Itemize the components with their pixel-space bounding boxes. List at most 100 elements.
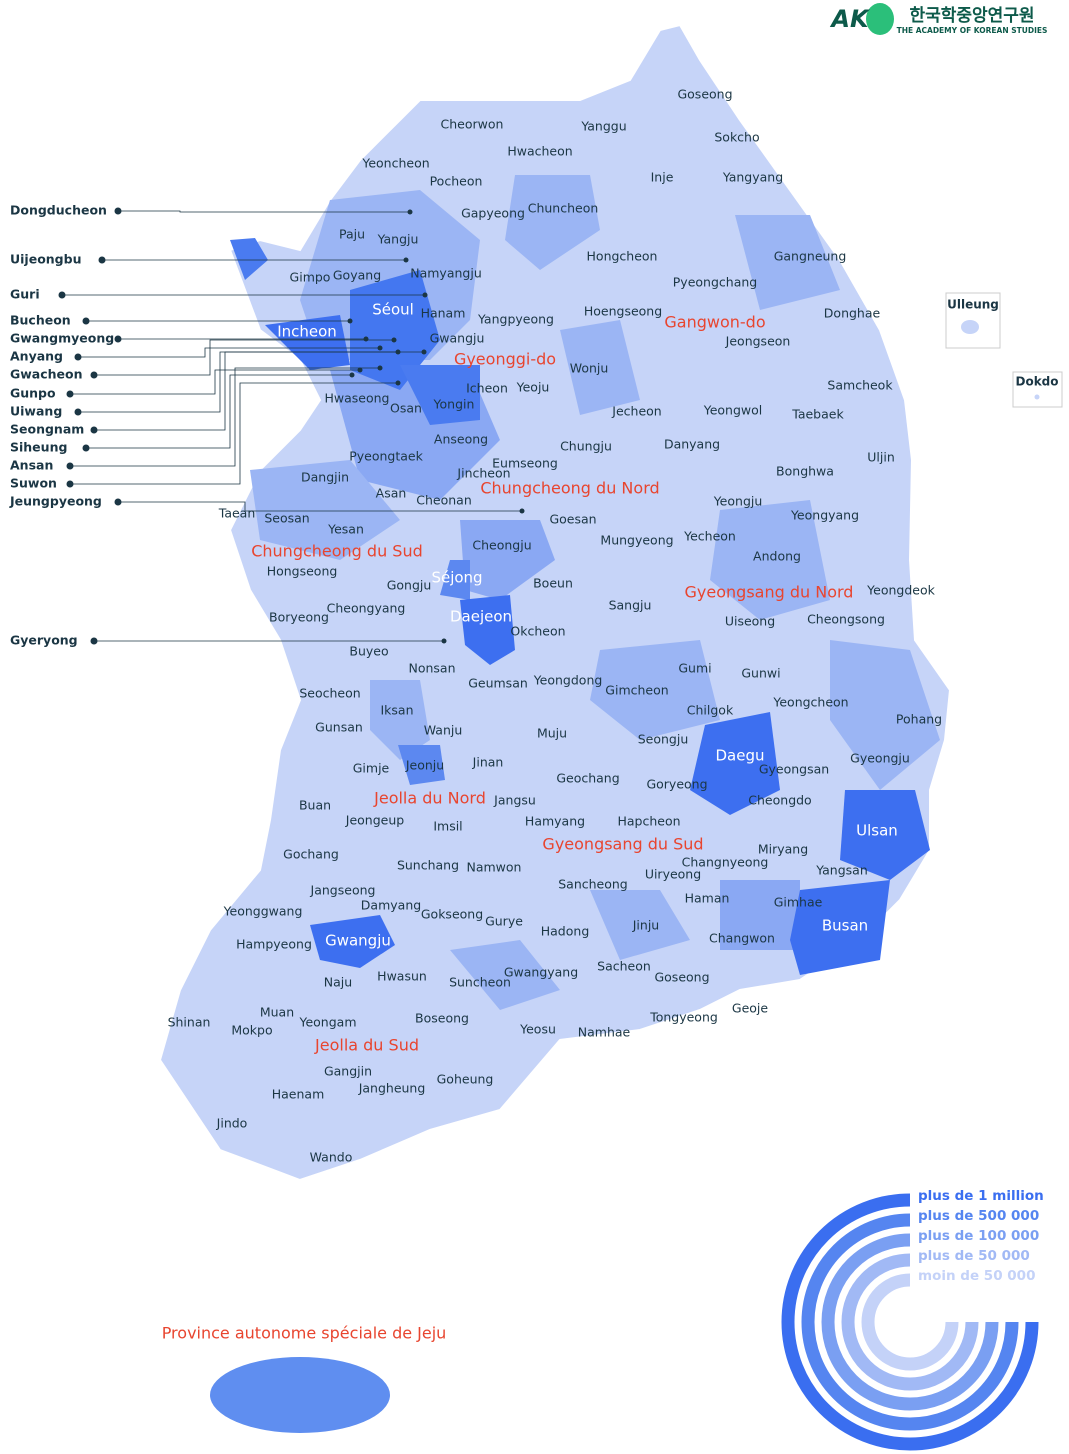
callout-dot bbox=[58, 291, 66, 299]
city-label: Gyeongsan bbox=[759, 762, 829, 777]
city-label: Sancheong bbox=[558, 877, 628, 892]
city-label: Taebaek bbox=[791, 407, 844, 422]
city-label: Imsil bbox=[433, 819, 462, 834]
city-label: Taean bbox=[218, 506, 256, 521]
city-label: Jangseong bbox=[310, 883, 376, 898]
province-label: Province autonome spéciale de Jeju bbox=[162, 1324, 447, 1343]
city-label: Haenam bbox=[272, 1087, 325, 1102]
city-label: Yeongdeok bbox=[866, 583, 935, 598]
legend-arc bbox=[801, 1213, 1019, 1431]
callout-label: Bucheon bbox=[10, 313, 71, 328]
city-label: Yongin bbox=[433, 397, 475, 412]
callout-dot bbox=[114, 498, 122, 506]
land bbox=[158, 23, 952, 1433]
legend-label: plus de 50 000 bbox=[918, 1248, 1030, 1264]
callout-dot bbox=[66, 480, 74, 488]
province-label: Chungcheong du Sud bbox=[251, 542, 423, 561]
legend-label: plus de 100 000 bbox=[918, 1228, 1039, 1244]
province-label: Jeolla du Sud bbox=[314, 1036, 419, 1055]
callout-label: Seongnam bbox=[10, 422, 84, 437]
dokdo-box bbox=[1012, 371, 1063, 408]
city-label: Haman bbox=[685, 891, 730, 906]
callout-label: Uijeongbu bbox=[10, 252, 81, 267]
city-label: Eumseong bbox=[492, 456, 558, 471]
callout-dot bbox=[82, 317, 90, 325]
callout-target bbox=[347, 318, 353, 324]
city-label: Gongju bbox=[387, 578, 432, 593]
city-label: Chilgok bbox=[687, 703, 734, 718]
city-label: Pohang bbox=[896, 712, 942, 727]
city-label: Gyeongju bbox=[850, 751, 910, 766]
callout-target bbox=[422, 292, 428, 298]
city-label: Geumsan bbox=[468, 676, 528, 691]
city-label: Gwangyang bbox=[504, 965, 578, 980]
logo-subtitle: THE ACADEMY OF KOREAN STUDIES bbox=[897, 26, 1048, 35]
city-label: Yeongam bbox=[298, 1015, 356, 1030]
city-label: Yanggu bbox=[580, 119, 626, 134]
city-label: Inje bbox=[651, 170, 674, 185]
callout-target bbox=[349, 372, 355, 378]
callout-target bbox=[519, 508, 525, 514]
callout-dot bbox=[66, 390, 74, 398]
city-label: Uljin bbox=[867, 450, 895, 465]
callout-line bbox=[78, 347, 380, 358]
city-label: Hadong bbox=[541, 924, 590, 939]
major-city-label: Séjong bbox=[431, 569, 482, 587]
city-label: Osan bbox=[390, 401, 422, 416]
city-label: Pyeongchang bbox=[673, 275, 757, 290]
callout-line bbox=[118, 210, 410, 213]
city-label: Chungju bbox=[560, 439, 612, 454]
city-label: Namwon bbox=[467, 860, 522, 875]
city-label: Yangju bbox=[377, 232, 419, 247]
city-label: Yeosu bbox=[519, 1022, 556, 1037]
city-label: Gunwi bbox=[741, 666, 780, 681]
city-label: Yeongyang bbox=[790, 508, 859, 523]
city-label: Chuncheon bbox=[528, 201, 599, 216]
city-label: Boeun bbox=[533, 576, 573, 591]
city-label: Yeongju bbox=[713, 494, 763, 509]
city-label: Goyang bbox=[333, 268, 381, 283]
city-label: Hamyang bbox=[525, 814, 585, 829]
province-label: Jeolla du Nord bbox=[373, 789, 486, 808]
city-label: Gimpo bbox=[290, 270, 331, 285]
major-city-label: Ulsan bbox=[856, 822, 898, 840]
city-label: Hongseong bbox=[267, 564, 338, 579]
logo-mark: AK bbox=[829, 5, 871, 33]
legend-arc bbox=[821, 1233, 999, 1411]
city-label: Danyang bbox=[664, 437, 720, 452]
callout-target bbox=[441, 638, 447, 644]
city-label: Jecheon bbox=[611, 404, 661, 419]
callout-label: Gyeryong bbox=[10, 633, 78, 648]
city-label: Hwasun bbox=[377, 969, 427, 984]
callout-target bbox=[377, 365, 383, 371]
callout-label: Uiwang bbox=[10, 404, 62, 419]
city-label: Cheongdo bbox=[748, 793, 811, 808]
city-label: Jincheon bbox=[456, 466, 510, 481]
city-label: Uiryeong bbox=[645, 867, 701, 882]
city-label: Sunchang bbox=[397, 858, 459, 873]
city-label: Bonghwa bbox=[776, 464, 834, 479]
city-label: Jinju bbox=[632, 918, 659, 933]
legend-label: plus de 1 million bbox=[918, 1188, 1044, 1204]
city-label: Tongyeong bbox=[649, 1010, 718, 1025]
callout-line bbox=[94, 351, 424, 431]
callout-label: Jeungpyeong bbox=[9, 494, 102, 509]
callout-dot bbox=[114, 335, 122, 343]
city-label: Geoje bbox=[732, 1001, 768, 1016]
city-label: Goseong bbox=[654, 970, 709, 985]
callout-line bbox=[86, 374, 352, 449]
city-label: Sacheon bbox=[597, 959, 651, 974]
city-label: Nonsan bbox=[408, 661, 455, 676]
city-label: Gwangju bbox=[430, 331, 485, 346]
city-label: Asan bbox=[376, 486, 407, 501]
city-label: Gimcheon bbox=[605, 683, 668, 698]
callout-target bbox=[357, 367, 363, 373]
city-label: Geochang bbox=[556, 771, 619, 786]
callout-line bbox=[94, 339, 394, 376]
city-label: Yeongcheon bbox=[772, 695, 848, 710]
legend-arc bbox=[781, 1193, 1039, 1451]
city-label: Yeonggwang bbox=[223, 904, 303, 919]
city-label: Cheonan bbox=[416, 493, 472, 508]
city-label: Jindo bbox=[216, 1116, 248, 1131]
